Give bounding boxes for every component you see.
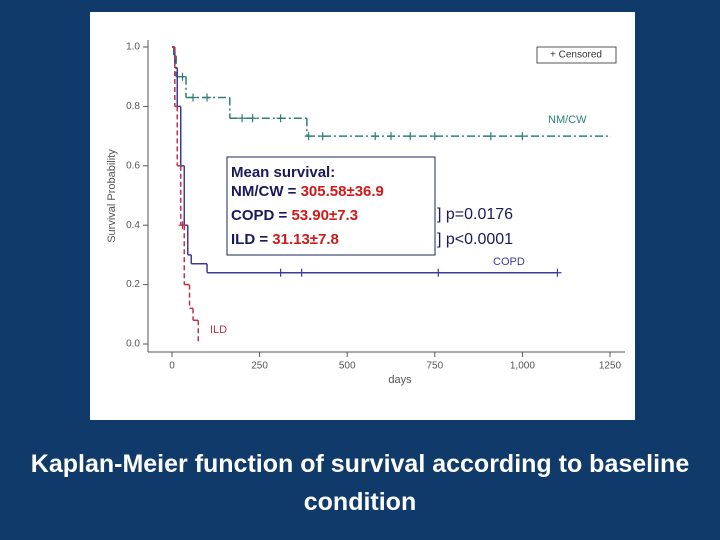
legend-box: [536, 46, 617, 64]
p-value: ] p=0.0176: [437, 206, 513, 223]
censor-mark: [553, 268, 562, 277]
y-tick-label: 0.8: [126, 101, 140, 112]
censor-mark: [276, 114, 285, 123]
censor-mark: [297, 268, 306, 277]
censor-mark: [276, 268, 285, 277]
legend-label: + Censored: [550, 50, 602, 61]
mean-row-value: 53.90±7.3: [291, 207, 358, 224]
censor-mark: [189, 93, 198, 102]
censor-mark: [178, 221, 187, 230]
x-tick-label: 750: [426, 361, 443, 372]
censor-mark: [371, 132, 380, 141]
censor-mark: [430, 132, 439, 141]
x-tick-label: 250: [251, 361, 268, 372]
censor-mark: [387, 132, 395, 141]
mean-title: Mean survival:: [231, 164, 335, 181]
censor-mark: [518, 132, 527, 141]
censor-mark: [238, 114, 247, 123]
x-tick-label: 0: [169, 361, 175, 372]
x-tick-label: 1250: [599, 361, 622, 372]
series-label: ILD: [210, 324, 227, 336]
chart: Survival Probability days + Censored Mea…: [90, 12, 635, 420]
mean-row: ILD = 31.13±7.8: [231, 231, 339, 248]
mean-row-value: 305.58±36.9: [301, 183, 384, 200]
x-axis-label: days: [388, 374, 412, 386]
censor-mark: [248, 114, 257, 123]
censor-mark: [434, 268, 443, 277]
y-tick-label: 0.2: [126, 279, 140, 290]
mean-box: [226, 156, 436, 256]
y-tick-label: 0.6: [126, 160, 140, 171]
y-tick-label: 0.0: [126, 339, 140, 350]
mean-row-label: ILD =: [231, 231, 272, 248]
mean-row-label: COPD =: [231, 207, 291, 224]
y-axis-label: Survival Probability: [106, 149, 118, 243]
x-tick-label: 1,000: [510, 361, 535, 372]
caption: Kaplan-Meier function of survival accord…: [30, 450, 690, 516]
mean-row-label: NM/CW =: [231, 183, 301, 200]
censor-mark: [318, 132, 327, 141]
p-value: ] p<0.0001: [437, 231, 513, 248]
censor-mark: [406, 132, 415, 141]
censor-mark: [203, 93, 212, 102]
series-label: NM/CW: [548, 114, 587, 126]
mean-row: NM/CW = 305.58±36.9: [231, 183, 384, 200]
series-label: COPD: [493, 256, 525, 268]
mean-row: COPD = 53.90±7.3: [231, 207, 358, 224]
x-tick-label: 500: [339, 361, 356, 372]
censor-mark: [486, 132, 495, 141]
censor-mark: [178, 72, 187, 81]
y-tick-label: 0.4: [126, 220, 140, 231]
y-tick-label: 1.0: [126, 42, 140, 53]
mean-row-value: 31.13±7.8: [272, 231, 339, 248]
censor-mark: [304, 132, 313, 141]
